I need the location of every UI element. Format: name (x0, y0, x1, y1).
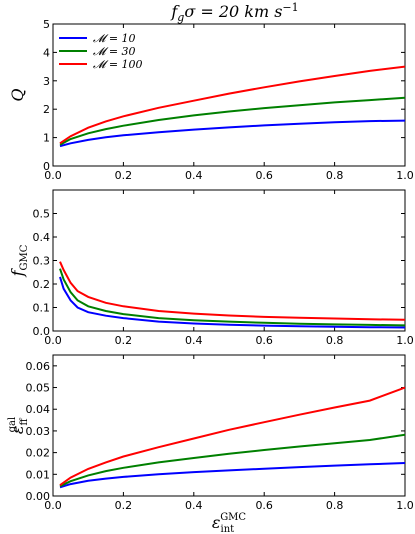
x-tick-label: 0.2 (115, 499, 133, 512)
y-tick-label: 0.01 (26, 468, 51, 481)
x-axis-label-sub: int (221, 524, 235, 534)
x-tick-label: 0.8 (326, 334, 344, 347)
y-tick-label: 0.5 (33, 208, 51, 221)
y-axis-label-main: ε (8, 426, 27, 435)
legend-label-3: 𝓜 = 100 (93, 58, 143, 71)
figure-title: fgσ = 20 km s−1 (170, 1, 298, 24)
x-tick-label: 0.2 (115, 169, 133, 182)
y-axis-label-sub: GMC (19, 244, 30, 270)
series-line-1 (59, 276, 405, 329)
y-tick-label: 5 (43, 18, 50, 31)
y-tick-label: 0.0 (33, 325, 51, 338)
title-f: f (170, 2, 180, 21)
x-axis-label-sup: GMC (220, 512, 246, 523)
y-tick-label: 0.3 (33, 255, 51, 268)
y-axis-label-main: f (8, 267, 27, 277)
x-tick-label: 0.6 (255, 169, 273, 182)
y-axis-label-sup: gal (7, 417, 18, 433)
y-tick-label: 0.04 (26, 403, 51, 416)
title-rest: σ = 20 km s (184, 2, 282, 21)
series-line-2 (59, 433, 405, 488)
series-line-3 (59, 386, 405, 487)
y-tick-label: 0.00 (26, 490, 51, 503)
y-tick-label: 1 (43, 132, 50, 145)
panel-1: 0.0 0.2 0.4 0.6 0.8 1.0 0 1 2 3 4 5 Q 𝓜 = 10𝓜 = 30𝓜 =… (8, 18, 414, 182)
y-tick-label: 3 (43, 75, 50, 88)
y-tick-label: 0.4 (33, 231, 51, 244)
y-axis-label: fGMC (8, 244, 30, 277)
panel-3: 0.0 0.2 0.4 0.6 0.8 1.0 0.00 0.01 0.02 0.03 0.04 0.… (7, 354, 414, 534)
series-line-3 (59, 261, 405, 321)
title-sup: −1 (282, 1, 298, 14)
x-tick-label: 0.8 (326, 499, 344, 512)
y-tick-label: 4 (43, 46, 50, 59)
x-tick-label: 1.0 (396, 499, 414, 512)
legend: 𝓜 = 10𝓜 = 30𝓜 = 100 (59, 32, 143, 71)
x-tick-label: 0.4 (185, 334, 203, 347)
title-sub: g (177, 11, 184, 24)
panel-2: 0.0 0.2 0.4 0.6 0.8 1.0 0.0 0.1 0.2 0.3 0.4 0.5 fGMC (8, 189, 414, 347)
series-line-1 (59, 462, 405, 489)
legend-label-1: 𝓜 = 10 (93, 32, 136, 45)
plot-frame (52, 23, 406, 167)
series-line-3 (59, 65, 405, 145)
y-tick-label: 2 (43, 103, 50, 116)
y-axis-label: Q (8, 88, 27, 101)
y-tick-label: 0 (43, 160, 50, 173)
x-tick-label: 1.0 (396, 334, 414, 347)
x-tick-label: 0.2 (115, 334, 133, 347)
y-tick-label: 0.02 (26, 447, 51, 460)
x-tick-label: 0.6 (255, 334, 273, 347)
y-tick-label: 0.1 (33, 302, 51, 315)
x-tick-label: 0.8 (326, 169, 344, 182)
y-axis-label-sub: ff (19, 418, 30, 426)
x-tick-label: 0.0 (44, 334, 62, 347)
panels: 0.0 0.2 0.4 0.6 0.8 1.0 0 1 2 3 4 5 Q 𝓜 = 10𝓜 = 30𝓜 =… (7, 18, 414, 534)
x-tick-label: 0.0 (44, 169, 62, 182)
x-tick-label: 0.4 (185, 169, 203, 182)
y-tick-label: 0.03 (26, 425, 51, 438)
plot-frame (52, 189, 406, 332)
plot-frame (52, 354, 406, 497)
y-tick-label: 0.06 (26, 360, 51, 373)
x-tick-label: 1.0 (396, 169, 414, 182)
x-axis-label: εintGMC (212, 512, 246, 534)
y-axis-label: εffgal (7, 417, 30, 434)
series-line-2 (59, 96, 405, 146)
series-line-2 (59, 268, 405, 327)
x-tick-label: 0.4 (185, 499, 203, 512)
x-tick-label: 0.0 (44, 499, 62, 512)
x-tick-label: 0.6 (255, 499, 273, 512)
series-line-1 (59, 119, 405, 148)
legend-label-2: 𝓜 = 30 (93, 45, 136, 58)
y-tick-label: 0.05 (26, 382, 51, 395)
y-tick-label: 0.2 (33, 278, 51, 291)
y-axis-label-main: Q (8, 88, 27, 101)
x-axis-label-main: ε (212, 513, 221, 532)
